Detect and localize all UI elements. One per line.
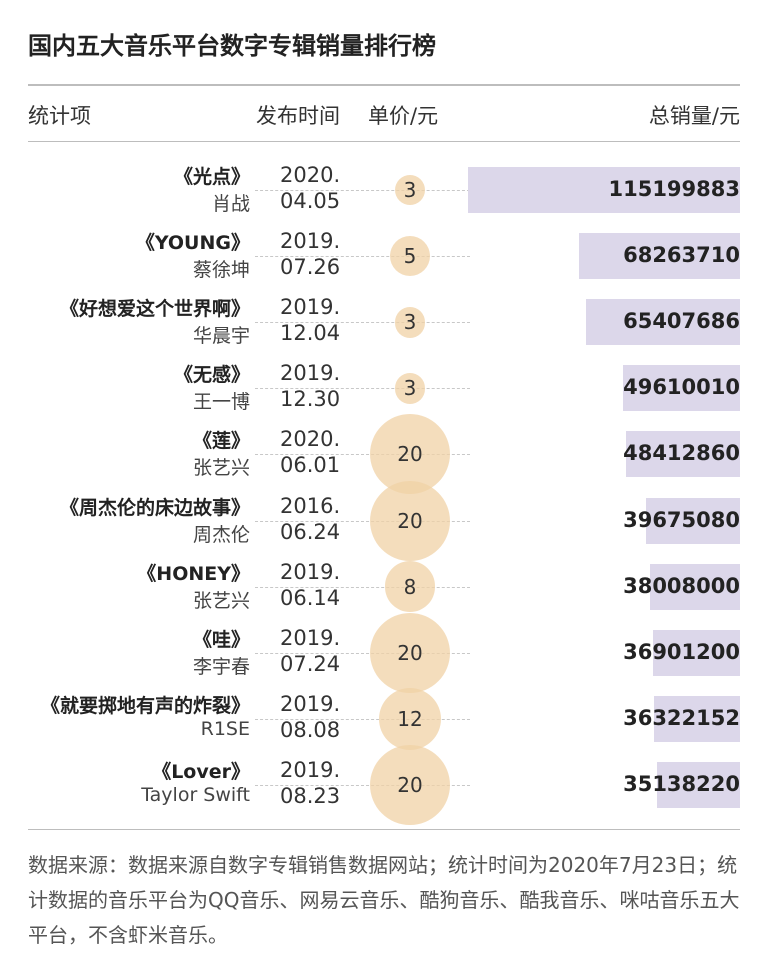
release-year: 2020. [280,163,341,187]
sales-bar [585,299,740,346]
guide-line [255,256,470,258]
price-bubble: 3 [394,372,426,404]
album-name: 《光点》 [173,166,250,188]
price-bubble: 8 [384,561,436,612]
release-date: 06.24 [280,519,341,544]
release-year: 2019. [280,559,341,584]
release-year: 2019. [280,295,341,320]
header-price: 单价/元 [368,104,439,128]
header-sales: 总销量/元 [648,104,740,128]
album-name: 《周杰伦的床边故事》 [59,496,250,519]
sales-bar [654,695,740,742]
album-name: 《哇》 [192,628,250,651]
release-date: 12.04 [280,321,341,346]
sales-bar [657,761,740,808]
release-date: 08.08 [280,717,341,742]
sales-bar [625,431,740,478]
top-divider [28,84,740,86]
release-year: 2019. [280,361,341,386]
guide-line [255,586,470,588]
sales-value: 68263710 [623,243,740,268]
guide-line [255,388,470,390]
release-year: 2019. [280,691,341,716]
artist-name: 蔡徐坤 [192,259,250,282]
release-date: 06.14 [280,585,341,610]
price-bubble: 20 [370,612,450,693]
sales-value: 38008000 [623,573,740,598]
sales-value: 48412860 [623,441,740,466]
sales-bar [650,563,740,610]
release-year: 2016. [280,493,341,518]
release-date: 06.01 [280,453,341,478]
album-name: 《YOUNG》 [135,232,250,255]
sales-value: 39675080 [623,507,740,532]
guide-line [255,784,470,786]
guide-line [255,652,470,654]
guide-line [255,520,470,522]
header-date: 发布时间 [256,104,340,128]
release-year: 2019. [280,757,341,782]
sales-bar [652,629,740,676]
sales-value: 115199883 [608,177,740,201]
bottom-divider [28,829,740,830]
price-bubble: 20 [370,480,450,561]
sales-value: 49610010 [623,375,740,400]
price-bubble: 5 [390,236,430,277]
artist-name: 张艺兴 [192,589,250,612]
sales-bar [578,233,740,280]
artist-name: 王一博 [192,391,250,414]
release-date: 07.26 [280,255,341,280]
sales-value: 65407686 [623,309,740,334]
price-bubble: 12 [379,687,441,750]
album-name: 《Lover》 [152,760,250,783]
album-name: 《HONEY》 [137,562,250,585]
price-bubble: 20 [370,744,450,825]
album-name: 《莲》 [192,430,250,453]
artist-name: Taylor Swift [141,783,250,806]
sales-bar [622,365,740,412]
price-bubble: 3 [394,174,426,206]
sales-value: 36901200 [623,639,740,664]
chart-title: 国内五大音乐平台数字专辑销量排行榜 [28,32,436,60]
artist-name: 华晨宇 [192,325,250,348]
release-date: 04.05 [280,189,341,213]
price-bubble: 3 [394,306,426,338]
artist-name: R1SE [200,717,250,740]
release-date: 07.24 [280,651,341,676]
album-name: 《无感》 [173,364,250,387]
guide-line [255,718,470,720]
price-bubble: 20 [370,414,450,495]
release-year: 2020. [280,427,341,452]
artist-name: 周杰伦 [192,523,250,546]
artist-name: 肖战 [211,193,250,215]
sales-bar [646,497,740,544]
header-item: 统计项 [28,104,91,128]
release-year: 2019. [280,229,341,254]
header-divider [28,141,740,142]
artist-name: 张艺兴 [192,457,250,480]
sales-value: 36322152 [623,705,740,730]
album-name: 《就要掷地有声的炸裂》 [40,694,250,717]
release-date: 08.23 [280,783,341,808]
sales-bar [468,167,740,213]
release-year: 2019. [280,625,341,650]
guide-line [255,190,470,191]
source-note: 数据来源：数据来源自数字专辑销售数据网站；统计时间为2020年7月23日；统计数… [28,853,740,947]
guide-line [255,322,470,324]
sales-value: 35138220 [623,771,740,796]
guide-line [255,454,470,456]
artist-name: 李宇春 [192,655,250,678]
album-name: 《好想爱这个世界啊》 [59,298,250,321]
release-date: 12.30 [280,387,341,412]
